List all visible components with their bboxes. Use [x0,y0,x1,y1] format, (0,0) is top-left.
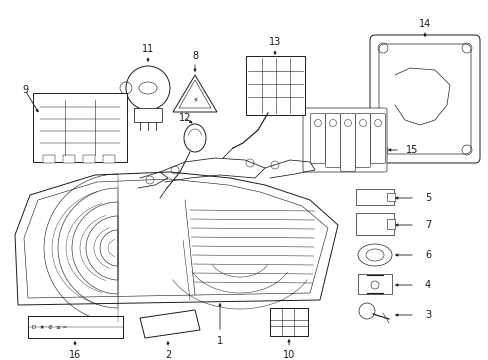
FancyBboxPatch shape [357,274,391,294]
FancyBboxPatch shape [134,108,162,122]
Text: 2: 2 [164,350,171,360]
FancyBboxPatch shape [269,308,307,336]
Text: 1: 1 [217,336,223,346]
Text: 9: 9 [22,85,28,95]
Text: 6: 6 [424,250,430,260]
FancyBboxPatch shape [378,44,470,154]
Text: 4: 4 [424,280,430,290]
FancyBboxPatch shape [245,56,305,115]
Text: 11: 11 [142,44,154,54]
FancyBboxPatch shape [340,113,355,171]
Text: 12: 12 [179,113,191,123]
FancyBboxPatch shape [63,155,75,163]
Text: 15: 15 [405,145,418,155]
FancyBboxPatch shape [310,113,325,163]
FancyBboxPatch shape [370,113,385,163]
Text: 14: 14 [418,19,430,29]
Text: 5: 5 [424,193,430,203]
FancyBboxPatch shape [103,155,115,163]
FancyBboxPatch shape [83,155,95,163]
Text: ⚡: ⚡ [192,95,198,104]
FancyBboxPatch shape [303,108,386,172]
Text: 8: 8 [192,51,198,61]
FancyBboxPatch shape [325,113,340,167]
Text: 10: 10 [282,350,295,360]
FancyBboxPatch shape [28,316,123,338]
FancyBboxPatch shape [386,193,394,201]
Text: D  ★  ⊘  ≡ =: D ★ ⊘ ≡ = [32,324,67,329]
FancyBboxPatch shape [386,219,394,229]
Text: 3: 3 [424,310,430,320]
FancyBboxPatch shape [369,35,479,163]
FancyBboxPatch shape [355,189,393,205]
Text: 7: 7 [424,220,430,230]
Text: 16: 16 [69,350,81,360]
FancyBboxPatch shape [355,213,393,235]
FancyBboxPatch shape [43,155,55,163]
Text: 13: 13 [268,37,281,47]
FancyBboxPatch shape [355,113,370,167]
FancyBboxPatch shape [33,93,127,162]
